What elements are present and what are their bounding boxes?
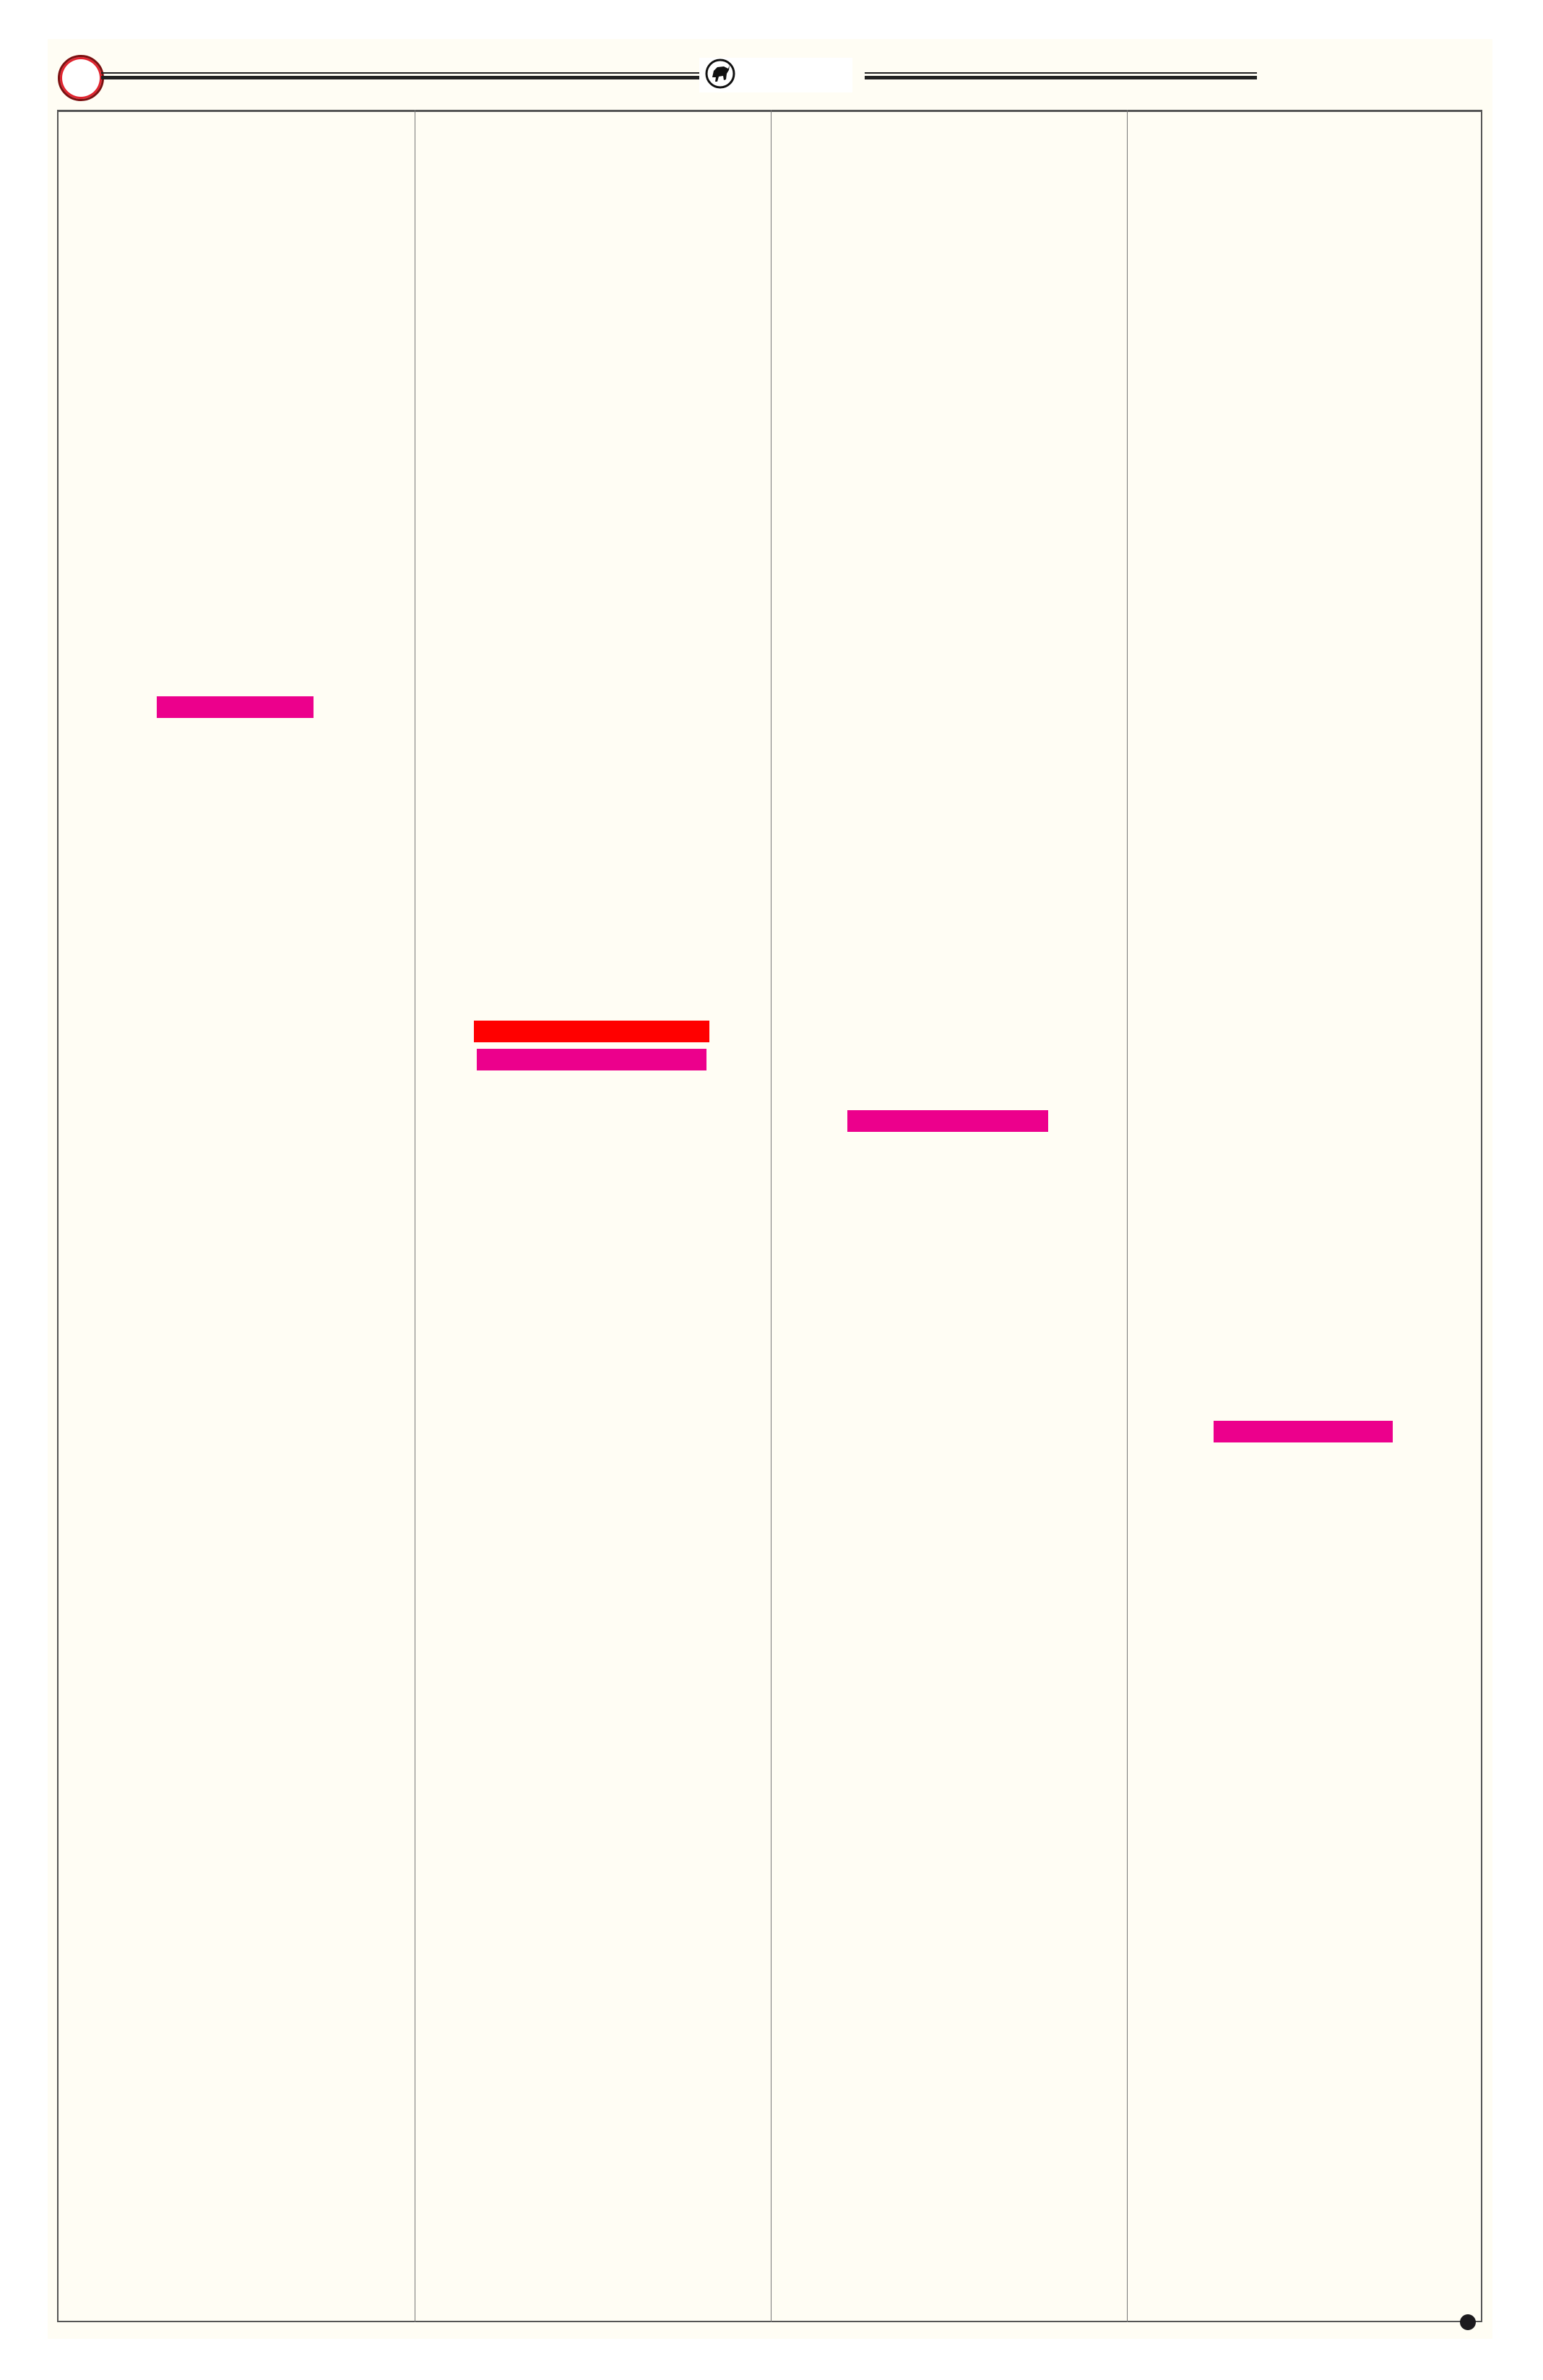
redaction-bar [1214, 1421, 1393, 1442]
redaction-bar [477, 1049, 706, 1070]
header-rule-right [865, 72, 1257, 81]
column-divider [1127, 110, 1128, 2322]
redaction-bar [157, 696, 314, 718]
red-ring-icon [58, 55, 104, 101]
bullet-dot-icon [1460, 2314, 1476, 2330]
redaction-bar [847, 1110, 1048, 1132]
bull-logo-icon [705, 59, 735, 89]
column-frame [57, 110, 1482, 2322]
redaction-bar [474, 1021, 709, 1042]
header-rule-left [101, 72, 704, 81]
column-divider [771, 110, 772, 2322]
page-sheet [48, 39, 1492, 2339]
